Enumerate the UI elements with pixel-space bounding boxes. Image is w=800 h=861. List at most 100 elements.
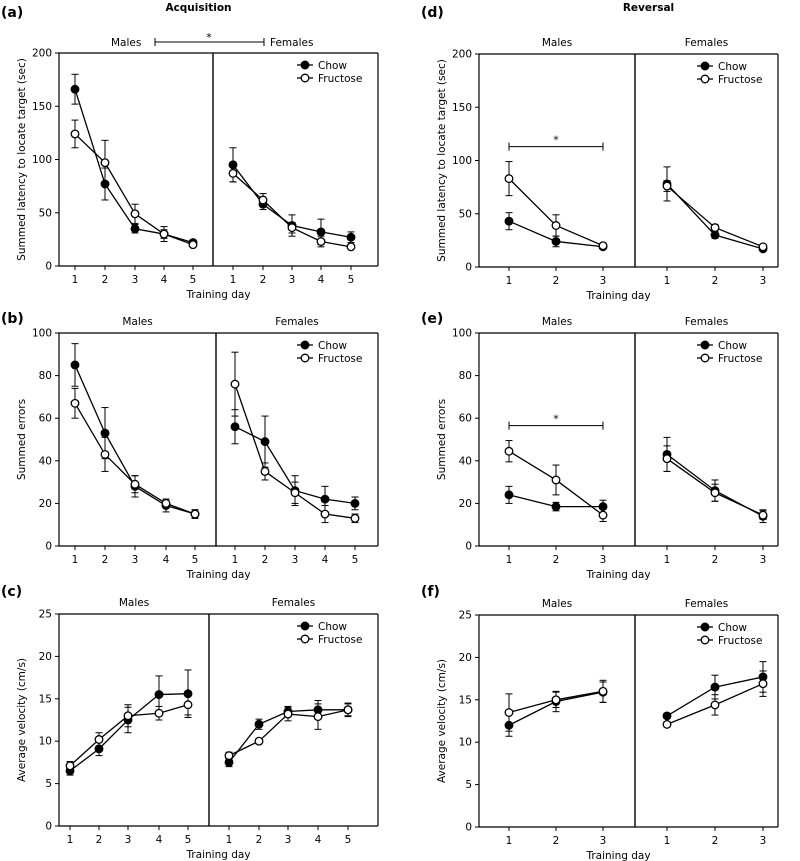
y-tick-label: 15 bbox=[39, 693, 52, 705]
x-tick-label: 3 bbox=[760, 275, 767, 287]
group-label: Females bbox=[685, 37, 728, 49]
y-tick-label: 10 bbox=[459, 737, 472, 749]
chart-panel-6: (f) 0 5 10 15 20 25 Average velocity (cm/s) 1 2 3 1… bbox=[421, 584, 779, 861]
data-point-chow bbox=[254, 719, 264, 729]
legend-entry: Fructose bbox=[318, 353, 363, 365]
significance-star: * bbox=[553, 134, 559, 147]
data-point-fructose bbox=[710, 700, 720, 710]
y-tick-label: 0 bbox=[465, 262, 472, 274]
x-tick-label: 3 bbox=[292, 554, 299, 566]
y-tick-label: 150 bbox=[32, 101, 52, 113]
x-tick-label: 2 bbox=[712, 275, 719, 287]
data-point-fructose bbox=[313, 712, 323, 722]
x-tick-label: 2 bbox=[553, 835, 560, 847]
legend-marker bbox=[300, 73, 310, 83]
data-point-chow bbox=[551, 236, 561, 246]
x-axis-label: Training day bbox=[185, 569, 250, 581]
x-tick-label: 4 bbox=[163, 554, 170, 566]
chart-panel-5: (e) 0 20 40 60 80 100 Summed errors 1 2 3 1 2 3 Traini… bbox=[421, 311, 779, 581]
x-tick-label: 2 bbox=[712, 554, 719, 566]
y-tick-label: 10 bbox=[39, 736, 52, 748]
x-tick-label: 4 bbox=[315, 834, 322, 846]
x-tick-label: 1 bbox=[67, 834, 74, 846]
data-point-chow bbox=[346, 232, 356, 242]
x-axis-label: Training day bbox=[585, 569, 650, 581]
x-tick-label: 2 bbox=[102, 274, 109, 286]
x-tick-label: 1 bbox=[72, 274, 79, 286]
x-tick-label: 3 bbox=[125, 834, 132, 846]
group-label: Females bbox=[275, 316, 318, 328]
chart-panel-2: (b) 0 20 40 60 80 100 Summed errors 1 2 3 4 5 1 2 3 4 5 Tr… bbox=[1, 311, 379, 581]
x-axis-label: Training day bbox=[185, 289, 250, 301]
legend-entry: Fructose bbox=[318, 634, 363, 646]
data-point-fructose bbox=[94, 735, 104, 744]
panel-label: (b) bbox=[1, 311, 24, 327]
y-tick-label: 20 bbox=[459, 652, 472, 664]
data-point-chow bbox=[154, 690, 164, 700]
data-point-fructose bbox=[320, 509, 330, 519]
x-tick-label: 3 bbox=[760, 554, 767, 566]
x-tick-label: 2 bbox=[553, 275, 560, 287]
data-point-fructose bbox=[346, 242, 356, 252]
y-tick-label: 0 bbox=[45, 541, 52, 553]
x-tick-label: 1 bbox=[506, 275, 513, 287]
x-tick-label: 2 bbox=[102, 554, 109, 566]
x-tick-label: 1 bbox=[230, 274, 237, 286]
x-tick-label: 2 bbox=[260, 274, 267, 286]
group-label: Males bbox=[122, 316, 152, 328]
legend-entry: Fructose bbox=[718, 635, 763, 647]
x-tick-label: 4 bbox=[161, 274, 168, 286]
data-point-fructose bbox=[254, 736, 264, 746]
data-point-fructose bbox=[230, 379, 240, 389]
y-tick-label: 50 bbox=[459, 208, 472, 220]
data-point-fructose bbox=[504, 174, 514, 184]
group-label: Males bbox=[542, 598, 572, 610]
y-tick-label: 0 bbox=[45, 261, 52, 273]
data-point-fructose bbox=[224, 751, 234, 761]
data-point-fructose bbox=[260, 467, 270, 476]
y-tick-label: 100 bbox=[452, 155, 472, 167]
data-point-fructose bbox=[504, 446, 514, 456]
legend-entry: Chow bbox=[318, 340, 347, 352]
group-label: Males bbox=[111, 37, 141, 49]
y-tick-label: 15 bbox=[459, 694, 472, 706]
x-tick-label: 1 bbox=[664, 835, 671, 847]
significance-star: * bbox=[553, 413, 559, 426]
y-tick-label: 0 bbox=[45, 821, 52, 833]
x-tick-label: 4 bbox=[156, 834, 163, 846]
y-axis-label: Average velocity (cm/s) bbox=[436, 659, 448, 783]
x-tick-label: 1 bbox=[664, 275, 671, 287]
data-point-fructose bbox=[504, 708, 514, 717]
data-point-chow bbox=[710, 230, 720, 240]
data-point-fructose bbox=[598, 241, 608, 251]
y-tick-label: 25 bbox=[39, 609, 52, 621]
data-point-fructose bbox=[188, 240, 198, 250]
data-point-chow bbox=[662, 711, 672, 721]
legend-marker bbox=[700, 353, 710, 363]
data-point-fructose bbox=[258, 195, 268, 205]
x-tick-label: 1 bbox=[72, 554, 79, 566]
x-tick-label: 4 bbox=[322, 554, 329, 566]
legend-marker bbox=[700, 61, 710, 71]
y-axis-label: Summed latency to locate target (sec) bbox=[436, 59, 448, 262]
panel-label: (f) bbox=[421, 584, 440, 600]
x-axis-label: Training day bbox=[585, 850, 650, 861]
y-tick-label: 60 bbox=[39, 413, 52, 425]
y-tick-label: 20 bbox=[39, 651, 52, 663]
x-tick-label: 5 bbox=[345, 834, 352, 846]
data-point-chow bbox=[230, 422, 240, 432]
series-line-chow bbox=[74, 89, 194, 244]
y-tick-label: 150 bbox=[452, 102, 472, 114]
data-point-fructose bbox=[551, 221, 561, 230]
y-tick-label: 20 bbox=[459, 498, 472, 510]
data-point-fructose bbox=[551, 475, 561, 485]
x-tick-label: 3 bbox=[760, 835, 767, 847]
legend-marker bbox=[300, 353, 310, 363]
data-point-chow bbox=[504, 490, 514, 500]
data-point-fructose bbox=[183, 700, 193, 710]
data-point-fructose bbox=[758, 679, 768, 689]
data-point-fructose bbox=[190, 509, 200, 519]
x-tick-label: 1 bbox=[506, 554, 513, 566]
group-label: Males bbox=[542, 316, 572, 328]
y-tick-label: 100 bbox=[452, 328, 472, 340]
